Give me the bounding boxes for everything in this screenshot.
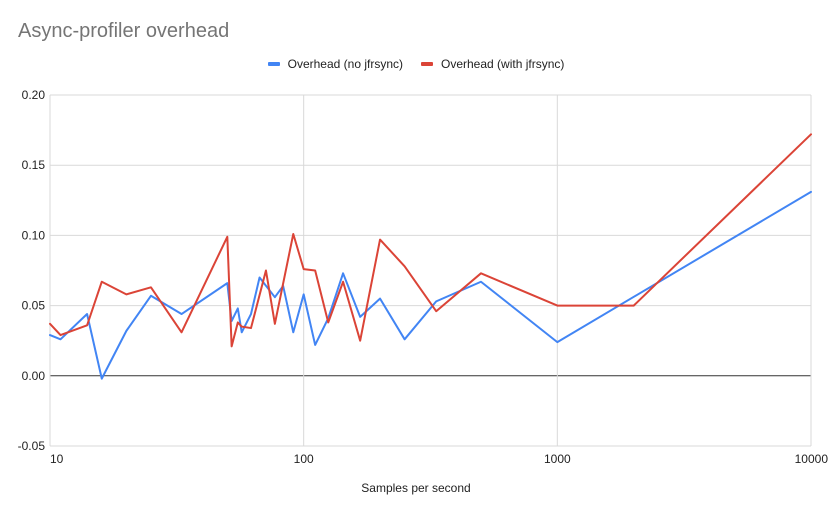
x-tick-label: 100 xyxy=(294,452,314,466)
y-tick-label: 0.20 xyxy=(22,88,46,102)
y-tick-label: 0.05 xyxy=(22,299,46,313)
series-line-with-jfrsync xyxy=(49,133,812,348)
series-line-no-jfrsync xyxy=(49,190,812,380)
x-axis-label: Samples per second xyxy=(361,481,471,495)
y-tick-label: 0.00 xyxy=(22,369,46,383)
y-tick-label: 0.15 xyxy=(22,158,46,172)
x-tick-label: 10000 xyxy=(795,452,829,466)
y-tick-label: -0.05 xyxy=(18,439,46,453)
x-tick-label: 1000 xyxy=(544,452,571,466)
chart-title: Async-profiler overhead xyxy=(18,20,230,42)
legend-item-with-jfrsync[interactable]: Overhead (with jfrsync) xyxy=(421,57,564,71)
y-tick-label: 0.10 xyxy=(22,228,46,242)
x-tick-label: 10 xyxy=(50,452,64,466)
legend-swatch-no-jfrsync xyxy=(267,62,280,66)
legend: Overhead (no jfrsync) Overhead (with jfr… xyxy=(0,57,832,71)
legend-swatch-with-jfrsync xyxy=(421,62,433,66)
legend-label-no-jfrsync: Overhead (no jfrsync) xyxy=(287,57,403,71)
legend-label-with-jfrsync: Overhead (with jfrsync) xyxy=(441,57,565,71)
legend-item-no-jfrsync[interactable]: Overhead (no jfrsync) xyxy=(267,57,403,71)
